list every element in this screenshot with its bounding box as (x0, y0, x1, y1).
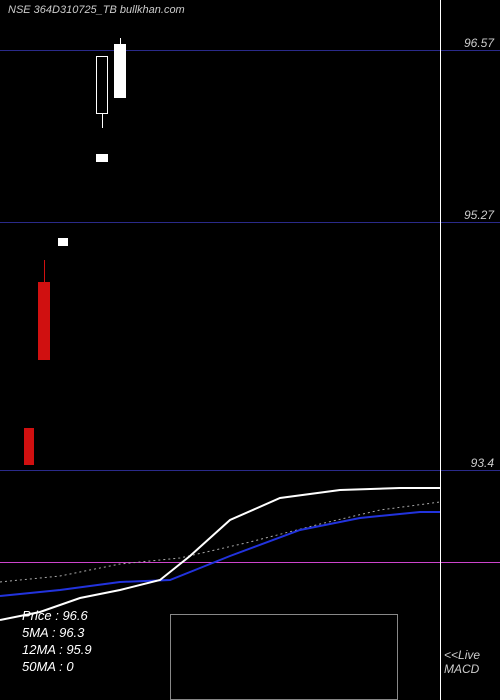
price-ref-line (0, 222, 500, 223)
ma-overlay (0, 0, 500, 700)
price-ref-label: 95.27 (464, 208, 494, 222)
candle-body (24, 428, 34, 465)
price-info-line: 50MA : 0 (22, 659, 92, 676)
candle-body (96, 56, 108, 114)
price-info-line: Price : 96.6 (22, 608, 92, 625)
stock-chart: NSE 364D310725_TB bullkhan.com 96.57 95.2… (0, 0, 500, 700)
ma-line (0, 488, 440, 620)
price-ref-label: 96.57 (464, 36, 494, 50)
candle-body (58, 238, 68, 246)
price-info-line: 5MA : 96.3 (22, 625, 92, 642)
candle-body (114, 44, 126, 98)
pink-ref-line (0, 562, 500, 563)
price-ref-label: 93.4 (471, 456, 494, 470)
price-info: Price : 96.65MA : 96.312MA : 95.950MA : … (22, 608, 92, 676)
macd-label: <<LiveMACD (444, 648, 480, 677)
macd-label-line: <<Live (444, 648, 480, 662)
price-info-line: 12MA : 95.9 (22, 642, 92, 659)
macd-panel (170, 614, 398, 700)
price-ref-line (0, 50, 500, 51)
cursor-vline (440, 0, 441, 700)
price-ref-line (0, 470, 500, 471)
ma-line (0, 502, 440, 582)
candle-body (96, 154, 108, 162)
ma-line (0, 512, 440, 596)
chart-title: NSE 364D310725_TB bullkhan.com (8, 4, 185, 16)
macd-label-line: MACD (444, 662, 480, 676)
candle-body (38, 282, 50, 360)
